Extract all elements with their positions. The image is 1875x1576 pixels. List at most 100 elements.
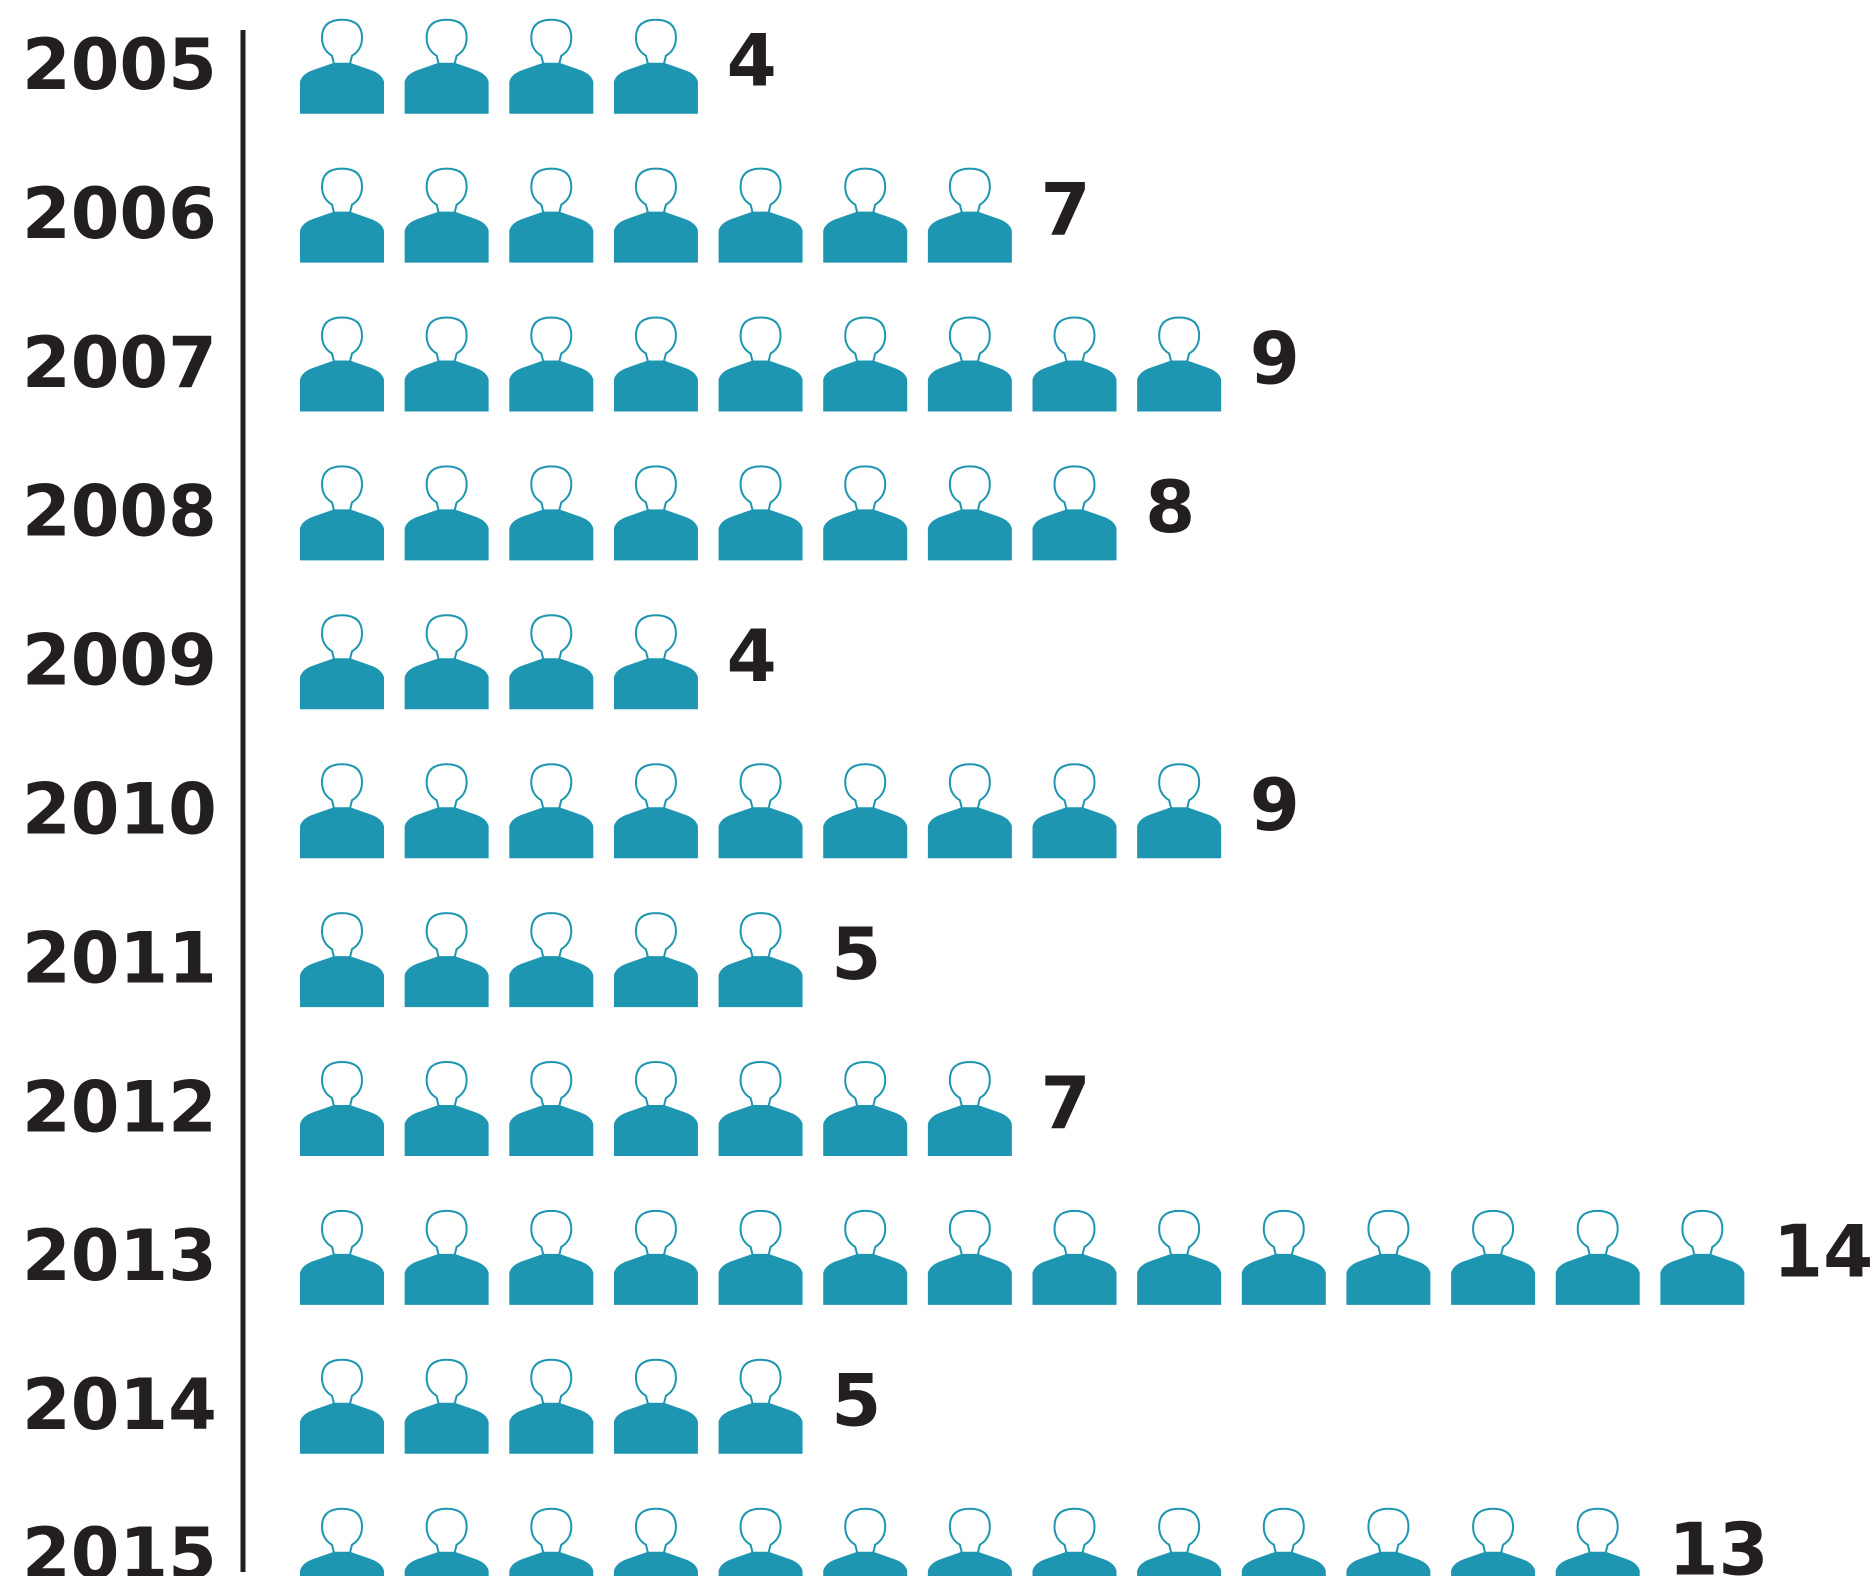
icon-head [425, 316, 468, 363]
icon-body [404, 1402, 489, 1454]
icon-body [404, 211, 489, 263]
icon-head [425, 18, 468, 65]
icon-head [948, 465, 991, 512]
icon-head [1053, 763, 1096, 810]
icon-body [509, 62, 594, 114]
icon-body [1032, 807, 1117, 859]
icon-body [1032, 509, 1117, 561]
icon-body [718, 1402, 803, 1454]
icon-body [613, 211, 698, 263]
icon-body [613, 1551, 698, 1576]
icon-body [613, 1253, 698, 1305]
value-label: 9 [1250, 316, 1300, 400]
icon-body [1137, 360, 1222, 412]
icon-body [1032, 360, 1117, 412]
icon-head [530, 763, 573, 810]
icon-body [1241, 1253, 1326, 1305]
icon-head [844, 1060, 887, 1107]
icon-body [927, 360, 1012, 412]
icon-body [509, 360, 594, 412]
icon-head [530, 465, 573, 512]
icon-head [320, 1507, 364, 1554]
icon-body [823, 1105, 908, 1156]
icon-head [1262, 1209, 1305, 1256]
icon-head [320, 465, 364, 512]
icon-head [948, 1060, 991, 1107]
category-label: 2005 [22, 24, 217, 106]
icon-body [718, 956, 803, 1008]
category-label: 2009 [22, 620, 217, 702]
icon-body [300, 360, 384, 412]
icon-body [404, 1105, 489, 1156]
icon-head [1472, 1507, 1515, 1554]
icon-head [425, 1209, 468, 1256]
icon-body [1032, 1551, 1117, 1576]
category-label: 2011 [22, 917, 217, 999]
icon-head [530, 1060, 573, 1107]
icon-body [823, 360, 908, 412]
icon-body [300, 1105, 384, 1156]
icon-head [739, 912, 782, 959]
icon-head [425, 614, 468, 661]
icon-head [425, 763, 468, 810]
icon-head [320, 316, 364, 363]
icon-head [530, 18, 573, 65]
icon-head [320, 167, 364, 214]
icon-head [739, 465, 782, 512]
icon-head [1262, 1507, 1305, 1554]
icon-head [1158, 1209, 1201, 1256]
icon-head [530, 912, 573, 959]
icon-head [948, 1209, 991, 1256]
icon-body [823, 1551, 908, 1576]
icon-body [300, 1253, 384, 1305]
icon-body [1660, 1253, 1745, 1305]
icon-body [718, 1105, 803, 1156]
icon-head [948, 1507, 991, 1554]
icon-body [1346, 1253, 1431, 1305]
icon-head [634, 1209, 677, 1256]
icon-head [739, 167, 782, 214]
icon-body [927, 807, 1012, 859]
icon-head [1576, 1209, 1619, 1256]
icon-head [844, 167, 887, 214]
icon-body [613, 956, 698, 1008]
icon-body [1555, 1253, 1640, 1305]
icon-head [844, 316, 887, 363]
icon-head [1472, 1209, 1515, 1256]
icon-head [739, 1209, 782, 1256]
icon-head [844, 1507, 887, 1554]
icon-body [718, 1253, 803, 1305]
icon-head [1053, 1209, 1096, 1256]
icon-row [300, 465, 1117, 561]
icon-head [320, 18, 364, 65]
icon-body [404, 807, 489, 859]
icon-head [948, 316, 991, 363]
icon-head [1053, 316, 1096, 363]
icon-body [1032, 1253, 1117, 1305]
icon-head [634, 167, 677, 214]
icon-head [634, 465, 677, 512]
icon-body [927, 1253, 1012, 1305]
icon-head [634, 912, 677, 959]
category-label: 2006 [22, 173, 217, 255]
value-label: 5 [831, 912, 881, 996]
icon-head [530, 167, 573, 214]
icon-body [300, 807, 384, 859]
icon-body [1451, 1253, 1536, 1305]
icon-head [844, 465, 887, 512]
icon-head [1681, 1209, 1724, 1256]
icon-head [425, 1060, 468, 1107]
icon-body [1241, 1551, 1326, 1576]
icon-body [823, 509, 908, 561]
icon-head [634, 18, 677, 65]
value-label: 14 [1773, 1210, 1873, 1294]
icon-head [739, 1358, 782, 1405]
icon-body [613, 62, 698, 114]
icon-body [300, 1551, 384, 1576]
icon-body [300, 658, 384, 710]
icon-head [425, 912, 468, 959]
icon-body [509, 1105, 594, 1156]
icon-body [300, 1402, 384, 1454]
icon-body [613, 658, 698, 710]
value-label: 13 [1668, 1508, 1768, 1576]
